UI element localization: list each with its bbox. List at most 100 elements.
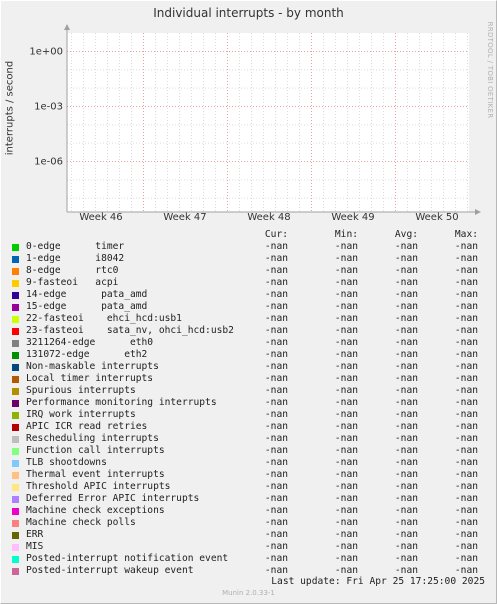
legend-value-avg: -nan [394, 349, 418, 360]
legend-value-max: -nan [454, 421, 478, 432]
legend-value-max: -nan [454, 481, 478, 492]
legend-value-cur: -nan [264, 517, 288, 528]
legend-label: 23-fasteoi sata_nv, ohci_hcd:usb2 [26, 325, 234, 336]
legend-value-avg: -nan [394, 325, 418, 336]
legend-value-avg: -nan [394, 409, 418, 420]
y-tick-label: 1e-03 [34, 102, 63, 113]
legend-value-avg: -nan [394, 301, 418, 312]
legend-value-min: -nan [334, 445, 358, 456]
major-grid [67, 33, 469, 212]
legend-swatch [12, 568, 19, 575]
legend-value-cur: -nan [264, 253, 288, 264]
legend-value-avg: -nan [394, 421, 418, 432]
legend-swatch [12, 388, 19, 395]
legend-value-cur: -nan [264, 529, 288, 540]
legend-value-cur: -nan [264, 565, 288, 576]
legend-swatch [12, 292, 19, 299]
legend-value-min: -nan [334, 253, 358, 264]
legend-row: MIS -nan -nan -nan -nan [12, 541, 488, 553]
legend-value-cur: -nan [264, 337, 288, 348]
x-tick-label: Week 49 [331, 212, 374, 223]
legend-value-max: -nan [454, 469, 478, 480]
legend-value-min: -nan [334, 301, 358, 312]
legend-value-max: -nan [454, 517, 478, 528]
legend-row: IRQ work interrupts -nan -nan -nan -nan [12, 409, 488, 421]
legend-value-max: -nan [454, 445, 478, 456]
legend-value-max: -nan [454, 253, 478, 264]
x-tick-label: Week 47 [163, 212, 206, 223]
legend-value-avg: -nan [394, 337, 418, 348]
legend-swatch [12, 268, 19, 275]
legend-label: MIS [26, 541, 44, 552]
legend-label: Posted-interrupt wakeup event [26, 565, 194, 576]
legend: Cur: Min: Avg: Max: 0-edge timer -nan -nan… [12, 229, 488, 577]
legend-header-cur: Cur: [264, 229, 288, 240]
legend-swatch [12, 496, 19, 503]
legend-value-cur: -nan [264, 325, 288, 336]
legend-value-min: -nan [334, 409, 358, 420]
legend-value-max: -nan [454, 457, 478, 468]
legend-rows: 0-edge timer -nan -nan -nan -nan 1-edge i8042… [12, 241, 488, 577]
legend-value-max: -nan [454, 433, 478, 444]
legend-row: Deferred Error APIC interrupts -nan -nan -n… [12, 493, 488, 505]
legend-value-cur: -nan [264, 505, 288, 516]
legend-value-cur: -nan [264, 385, 288, 396]
legend-value-cur: -nan [264, 421, 288, 432]
legend-value-min: -nan [334, 337, 358, 348]
legend-value-cur: -nan [264, 433, 288, 444]
legend-value-max: -nan [454, 313, 478, 324]
legend-value-min: -nan [334, 241, 358, 252]
legend-value-max: -nan [454, 301, 478, 312]
legend-value-min: -nan [334, 553, 358, 564]
legend-value-cur: -nan [264, 301, 288, 312]
legend-swatch [12, 436, 19, 443]
legend-value-cur: -nan [264, 553, 288, 564]
legend-value-max: -nan [454, 289, 478, 300]
legend-value-max: -nan [454, 565, 478, 576]
legend-row: 15-edge pata_amd -nan -nan -nan -nan [12, 301, 488, 313]
legend-value-avg: -nan [394, 433, 418, 444]
legend-header-avg: Avg: [394, 229, 418, 240]
legend-value-cur: -nan [264, 313, 288, 324]
legend-value-min: -nan [334, 529, 358, 540]
legend-row: 0-edge timer -nan -nan -nan -nan [12, 241, 488, 253]
legend-label: Threshold APIC interrupts [26, 481, 171, 492]
legend-swatch [12, 376, 19, 383]
legend-row: Thermal event interrupts -nan -nan -nan -nan [12, 469, 488, 481]
plot-area [67, 33, 469, 212]
legend-row: Function call interrupts -nan -nan -nan -nan [12, 445, 488, 457]
legend-value-cur: -nan [264, 457, 288, 468]
legend-value-avg: -nan [394, 277, 418, 288]
legend-swatch [12, 484, 19, 491]
x-tick-label: Week 48 [247, 212, 290, 223]
legend-value-cur: -nan [264, 289, 288, 300]
legend-value-cur: -nan [264, 361, 288, 372]
legend-row: Posted-interrupt wakeup event -nan -nan -na… [12, 565, 488, 577]
legend-value-max: -nan [454, 409, 478, 420]
legend-value-min: -nan [334, 517, 358, 528]
legend-value-cur: -nan [264, 397, 288, 408]
legend-value-min: -nan [334, 481, 358, 492]
legend-value-min: -nan [334, 349, 358, 360]
legend-value-max: -nan [454, 541, 478, 552]
legend-value-avg: -nan [394, 385, 418, 396]
legend-row: 8-edge rtc0 -nan -nan -nan -nan [12, 265, 488, 277]
legend-row: 14-edge pata_amd -nan -nan -nan -nan [12, 289, 488, 301]
legend-row: Threshold APIC interrupts -nan -nan -nan -na… [12, 481, 488, 493]
legend-row: Non-maskable interrupts -nan -nan -nan -nan [12, 361, 488, 373]
y-tick-labels: 1e+00 1e-03 1e-06 [29, 47, 63, 168]
legend-header: Cur: Min: Avg: Max: [12, 229, 488, 241]
legend-value-avg: -nan [394, 529, 418, 540]
legend-swatch [12, 448, 19, 455]
legend-row: Rescheduling interrupts -nan -nan -nan -nan [12, 433, 488, 445]
legend-value-avg: -nan [394, 289, 418, 300]
legend-value-min: -nan [334, 397, 358, 408]
legend-row: ERR -nan -nan -nan -nan [12, 529, 488, 541]
legend-value-min: -nan [334, 457, 358, 468]
x-tick-label: Week 46 [79, 212, 122, 223]
legend-row: 131072-edge eth2 -nan -nan -nan -nan [12, 349, 488, 361]
legend-label: 15-edge pata_amd [26, 301, 148, 312]
chart-title: Individual interrupts - by month [153, 6, 344, 20]
legend-value-min: -nan [334, 325, 358, 336]
legend-value-min: -nan [334, 361, 358, 372]
